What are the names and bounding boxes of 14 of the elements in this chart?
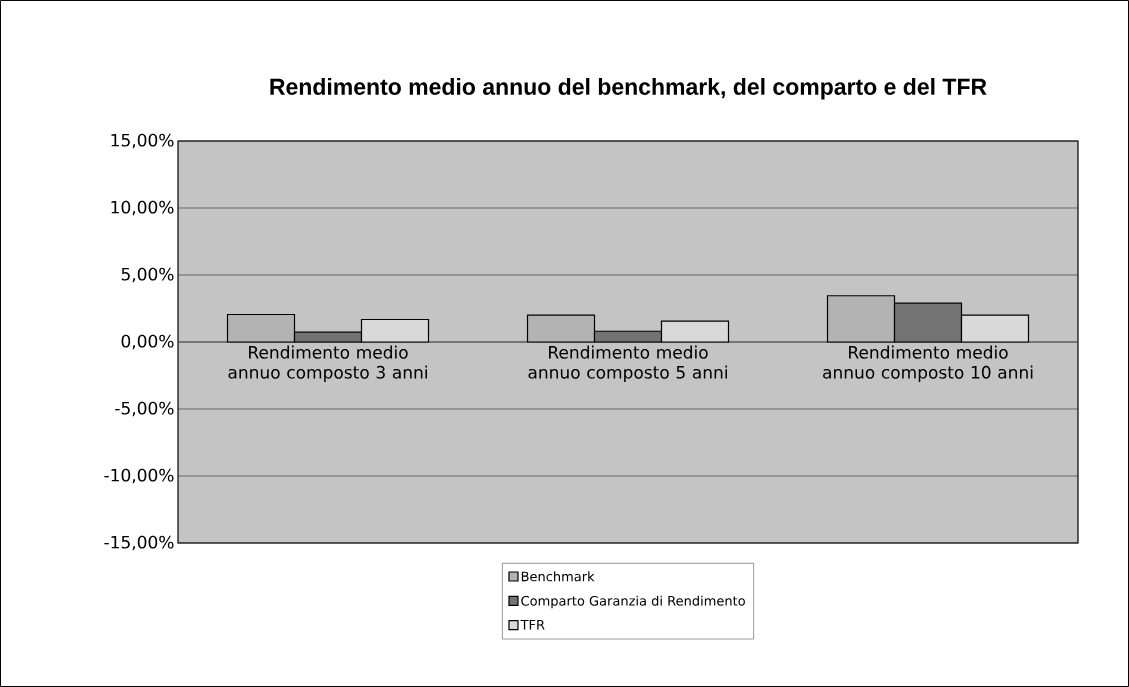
legend-label: Comparto Garanzia di Rendimento [521, 595, 745, 609]
y-tick-label: -15,00% [104, 535, 174, 551]
y-tick-label: -10,00% [104, 468, 174, 484]
x-tick-label: Rendimento medio annuo composto 5 anni [528, 345, 727, 382]
y-tick-label: 10,00% [111, 200, 174, 216]
x-tick-label: Rendimento medio annuo composto 3 anni [228, 345, 427, 382]
chart-title: Rendimento medio annuo del benchmark, del comparto e del TFR [270, 78, 987, 100]
x-tick-label: Rendimento medio annuo composto 10 anni [823, 345, 1033, 382]
y-tick-label: 15,00% [111, 133, 174, 149]
y-tick-label: -5,00% [115, 401, 174, 417]
legend-label: Benchmark [521, 571, 595, 582]
y-tick-label: 0,00% [121, 334, 174, 350]
y-tick-label: 5,00% [121, 267, 174, 283]
legend-label: TFR [520, 620, 545, 630]
